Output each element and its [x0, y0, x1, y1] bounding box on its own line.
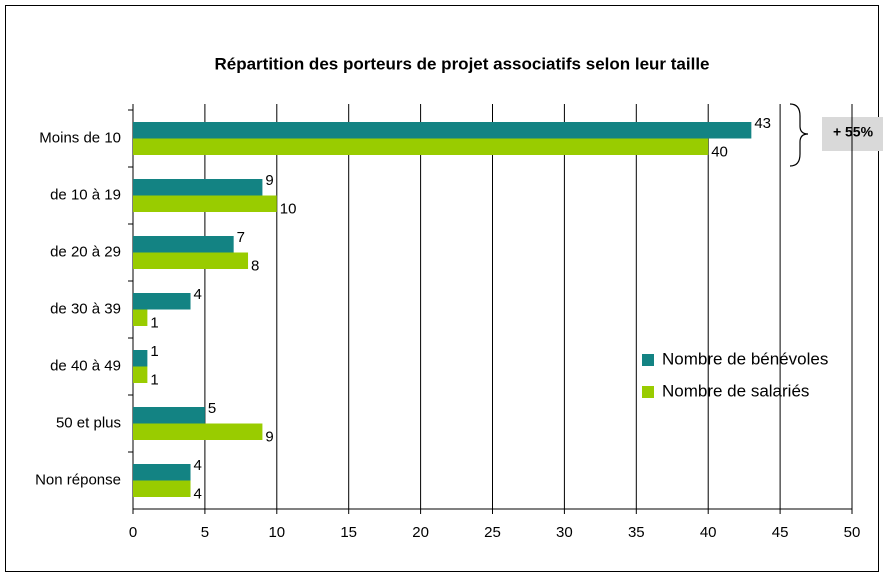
x-tick-label: 50 — [844, 524, 861, 541]
bar — [133, 366, 148, 383]
x-tick-label: 20 — [412, 524, 429, 541]
data-label: 4 — [194, 286, 202, 303]
data-label: 1 — [150, 315, 158, 332]
data-label: 8 — [251, 258, 259, 275]
bar — [133, 179, 263, 196]
legend-swatch — [642, 354, 654, 366]
y-tick-label: Non réponse — [35, 471, 121, 488]
x-tick-label: 45 — [772, 524, 789, 541]
data-label: 1 — [150, 372, 158, 389]
bar — [133, 293, 191, 310]
y-tick-label: 50 et plus — [56, 414, 121, 431]
y-tick-label: de 20 à 29 — [50, 243, 121, 260]
data-label: 4 — [194, 486, 202, 503]
bar — [133, 350, 148, 367]
annotation: + 55% — [833, 124, 874, 140]
bar — [133, 138, 709, 155]
bar — [133, 464, 191, 481]
data-label: 40 — [711, 144, 728, 161]
data-label: 43 — [754, 115, 771, 132]
x-tick-label: 35 — [628, 524, 645, 541]
data-label: 9 — [265, 429, 273, 446]
legend-label: Nombre de salariés — [662, 381, 809, 400]
x-tick-label: 5 — [201, 524, 209, 541]
bar — [133, 423, 263, 440]
legend-label: Nombre de bénévoles — [662, 349, 828, 368]
bar — [133, 480, 191, 497]
data-label: 4 — [194, 457, 202, 474]
bar — [133, 407, 205, 424]
bar — [133, 195, 277, 212]
data-label: 1 — [150, 343, 158, 360]
x-tick-label: 15 — [340, 524, 357, 541]
y-tick-label: Moins de 10 — [39, 129, 121, 146]
data-label: 7 — [237, 229, 245, 246]
data-label: 9 — [265, 172, 273, 189]
x-tick-label: 40 — [700, 524, 717, 541]
bar — [133, 122, 752, 139]
bar — [133, 309, 148, 326]
x-tick-label: 30 — [556, 524, 573, 541]
brace — [789, 103, 809, 167]
bar — [133, 252, 249, 269]
legend-swatch — [642, 386, 654, 398]
data-label: 5 — [208, 400, 216, 417]
data-label: 10 — [280, 201, 297, 218]
x-tick-label: 10 — [268, 524, 285, 541]
x-tick-label: 25 — [484, 524, 501, 541]
x-tick-label: 0 — [129, 524, 137, 541]
y-tick-label: de 40 à 49 — [50, 357, 121, 374]
chart-title: Répartition des porteurs de projet assoc… — [214, 54, 709, 73]
bar — [133, 236, 234, 253]
y-tick-label: de 30 à 39 — [50, 300, 121, 317]
y-tick-label: de 10 à 19 — [50, 186, 121, 203]
